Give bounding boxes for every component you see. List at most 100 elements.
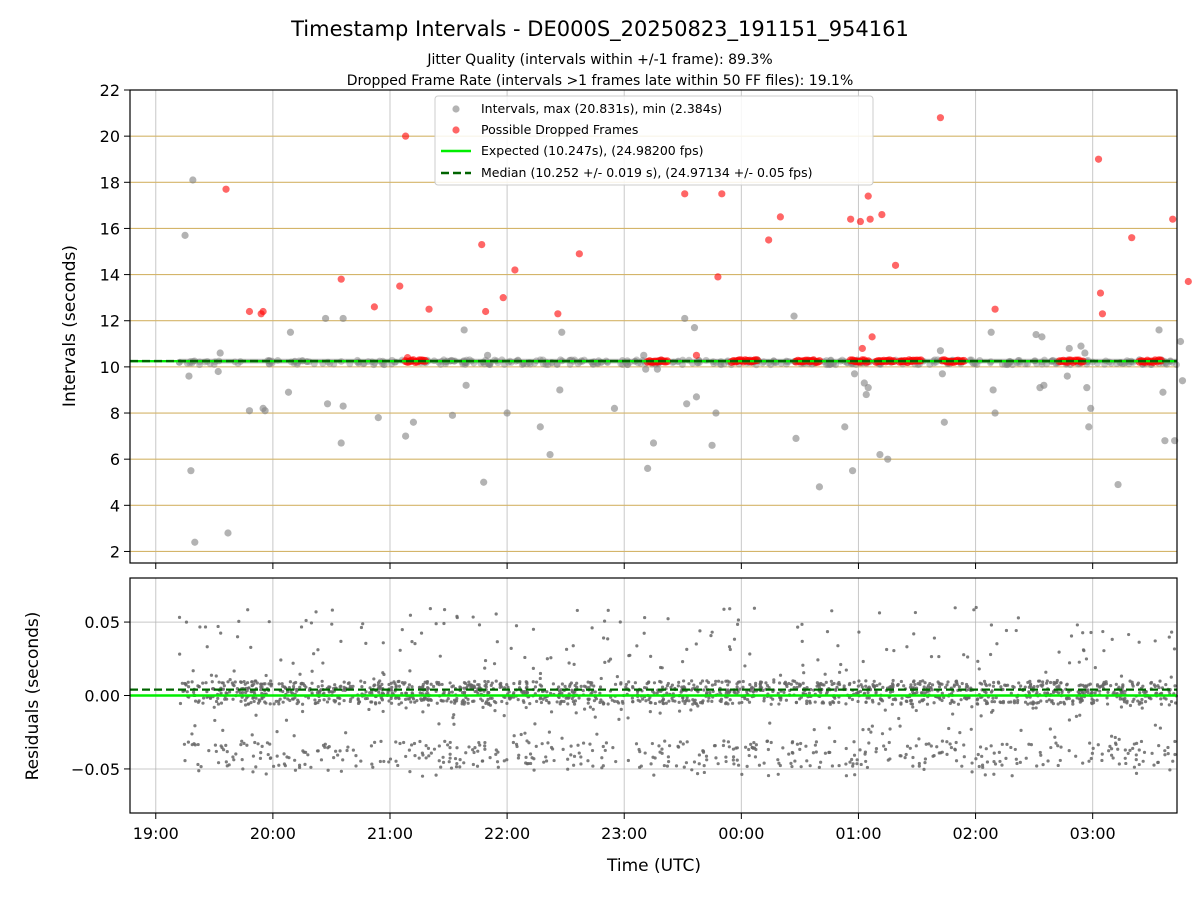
residual-point <box>339 684 343 688</box>
residual-point <box>1105 702 1110 706</box>
residual-point <box>522 700 526 704</box>
residual-point <box>455 761 459 766</box>
residual-point <box>883 708 887 712</box>
residual-point <box>650 741 654 746</box>
residual-point <box>295 701 299 706</box>
residual-point <box>984 747 988 751</box>
residual-point <box>1153 639 1157 643</box>
bottom-x-ticks: 19:00 20:00 21:00 22:00 23:00 00:00 01:00 02:00… <box>133 813 1116 843</box>
residual-point <box>779 696 783 700</box>
residual-point <box>531 666 535 671</box>
residual-point <box>747 700 752 704</box>
residual-point <box>716 762 720 766</box>
residual-point <box>448 681 452 685</box>
residual-point <box>514 742 519 746</box>
bottom-ytick-label-1: 0.00 <box>84 687 120 706</box>
residual-point <box>442 621 446 626</box>
residual-point <box>728 698 732 702</box>
residual-point <box>577 751 581 755</box>
residual-point <box>697 753 701 757</box>
interval-point-60 <box>940 418 948 426</box>
residual-point <box>964 685 969 689</box>
residual-point <box>784 698 789 702</box>
residual-point <box>665 684 669 688</box>
residual-point <box>962 755 966 759</box>
top-ytick-label-2: 6 <box>110 450 120 469</box>
residual-point <box>463 700 467 704</box>
residual-point <box>980 754 984 758</box>
residual-point <box>471 699 475 703</box>
residual-point <box>421 682 425 687</box>
residual-point <box>531 627 536 631</box>
residual-point <box>1134 753 1138 757</box>
residual-point <box>371 765 375 769</box>
residual-point <box>727 745 731 749</box>
residual-point <box>351 684 355 688</box>
residual-point <box>830 609 834 613</box>
residual-point <box>992 772 996 776</box>
baseline-point <box>1009 361 1016 369</box>
residual-point <box>264 772 268 776</box>
residual-point <box>363 680 367 685</box>
residual-point <box>1113 741 1118 745</box>
residual-point <box>322 698 326 702</box>
interval-point-13 <box>321 314 330 323</box>
residual-point <box>922 767 926 771</box>
residual-point <box>241 767 245 771</box>
residual-point <box>1067 749 1071 753</box>
interval-point-15 <box>337 439 345 447</box>
residual-point <box>494 748 498 752</box>
residual-point <box>191 690 196 694</box>
chart-subtitle-jitter: Jitter Quality (intervals within +/-1 fr… <box>426 52 772 68</box>
residual-point <box>448 746 452 750</box>
residual-point <box>364 690 368 694</box>
residual-point <box>316 648 320 652</box>
residual-point <box>190 732 194 736</box>
baseline-point <box>518 361 526 369</box>
residual-point <box>231 755 235 759</box>
residual-point <box>766 747 770 752</box>
bottom-y-ticks: −0.05 0.00 0.05 <box>71 613 130 779</box>
residual-point <box>722 607 726 611</box>
residual-point <box>661 698 665 702</box>
residual-point <box>833 687 838 692</box>
residual-point <box>437 722 441 726</box>
residual-point <box>1075 623 1079 627</box>
residual-point <box>985 760 990 764</box>
residual-point <box>327 697 331 701</box>
residual-point <box>313 701 317 706</box>
residual-point <box>245 688 249 693</box>
residual-point <box>231 697 235 701</box>
residual-point <box>1166 751 1170 756</box>
bottom-y-axis-label: Residuals (seconds) <box>23 612 43 781</box>
residual-point <box>483 679 487 684</box>
residual-point <box>241 690 245 695</box>
residual-point <box>937 654 941 659</box>
residual-point <box>946 680 950 684</box>
residual-point <box>429 682 433 686</box>
residual-point <box>397 702 401 706</box>
residual-point <box>201 681 205 685</box>
residual-point <box>245 681 250 685</box>
residual-point <box>777 702 781 706</box>
residual-point <box>782 690 786 695</box>
residual-point <box>918 680 922 684</box>
residual-point <box>437 759 441 763</box>
baseline-point <box>1101 360 1108 368</box>
residual-point <box>473 679 477 683</box>
residual-point <box>874 691 878 695</box>
residual-point <box>281 684 285 688</box>
top-plot-frame <box>129 89 1178 564</box>
residual-point <box>402 740 406 745</box>
residual-point <box>477 623 482 627</box>
residual-point <box>651 755 655 759</box>
residual-point <box>330 690 334 694</box>
residual-point <box>409 743 414 747</box>
residual-point <box>1005 742 1009 746</box>
residual-point <box>486 679 490 684</box>
residual-point <box>277 763 281 767</box>
residual-point <box>764 681 768 685</box>
residual-point <box>814 750 818 754</box>
residual-point <box>726 740 730 744</box>
bottom-xtick-label-8: 03:00 <box>1070 824 1116 843</box>
